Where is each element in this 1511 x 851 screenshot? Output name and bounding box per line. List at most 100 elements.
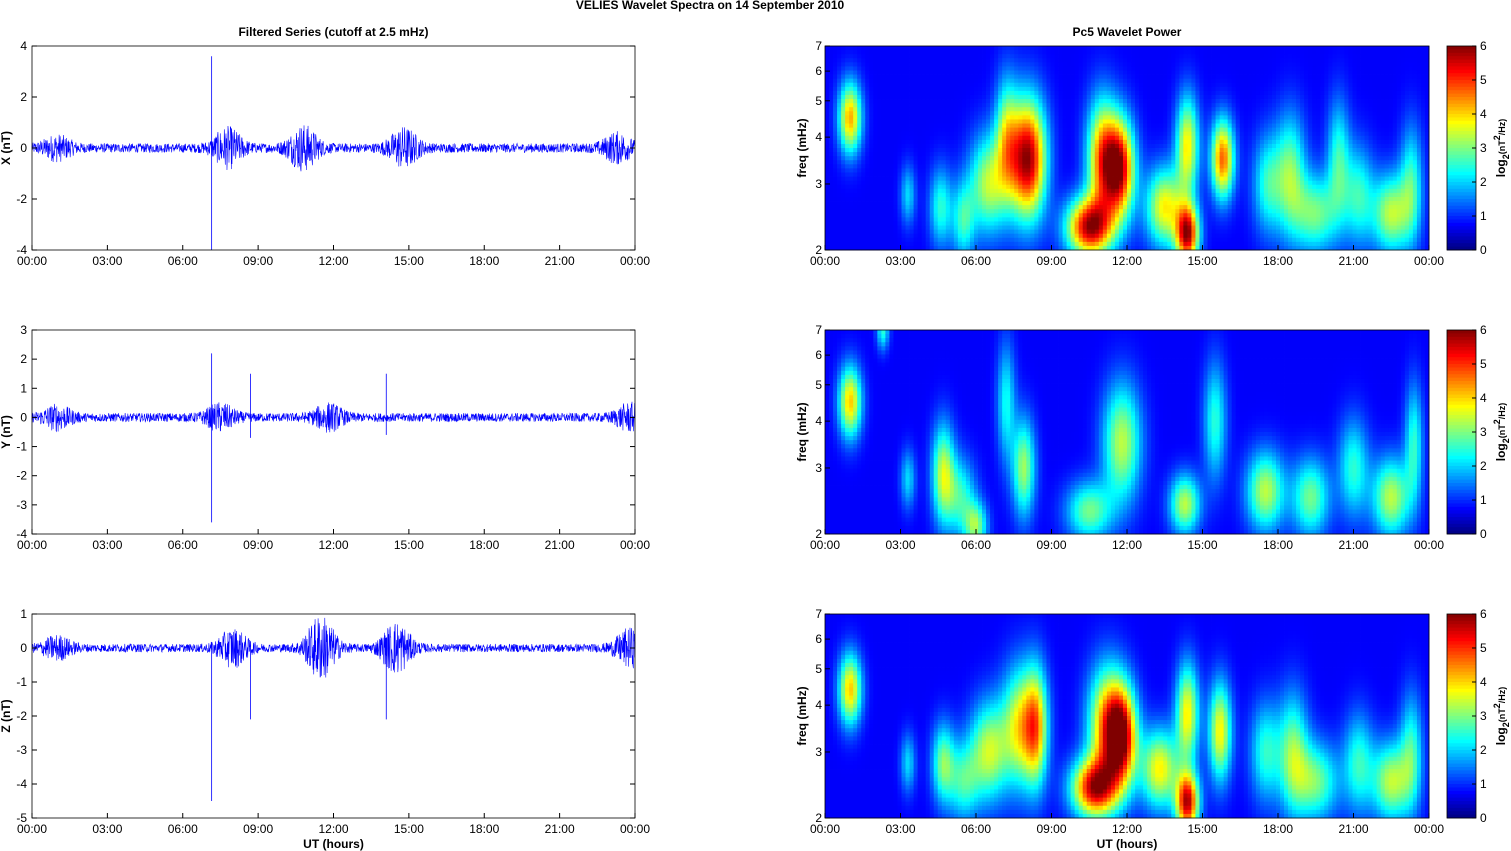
heatmap-cell: [1187, 131, 1192, 137]
heatmap-cell: [1203, 115, 1208, 120]
heatmap-cell: [998, 139, 1003, 145]
heatmap-cell: [1066, 46, 1072, 51]
heatmap-cell: [1038, 172, 1043, 177]
heatmap-cell: [909, 148, 914, 153]
heatmap-cell: [1110, 168, 1116, 173]
heatmap-cell: [877, 201, 882, 206]
heatmap-cell: [1171, 160, 1176, 165]
heatmap-cell: [865, 90, 870, 96]
heatmap-cell: [853, 143, 858, 149]
heatmap-cell: [953, 221, 959, 226]
heatmap-cell: [1127, 192, 1132, 198]
heatmap-cell: [1183, 188, 1188, 194]
heatmap-cell: [881, 233, 886, 239]
heatmap-cell: [1066, 74, 1072, 80]
heatmap-cell: [1066, 58, 1072, 63]
heatmap-cell: [1110, 50, 1116, 55]
heatmap-cell: [1114, 90, 1120, 96]
heatmap-cell: [1082, 127, 1088, 133]
heatmap-cell: [994, 127, 999, 133]
heatmap-cell: [913, 156, 919, 161]
heatmap-cell: [865, 160, 870, 165]
heatmap-cell: [978, 131, 983, 137]
heatmap-cell: [973, 160, 979, 165]
heatmap-cell: [1014, 74, 1019, 80]
heatmap-cell: [1042, 229, 1047, 235]
heatmap-cell: [825, 119, 830, 124]
heatmap-cell: [1030, 201, 1035, 206]
heatmap-cell: [1002, 233, 1007, 239]
heatmap-cell: [957, 180, 963, 186]
heatmap-cell: [881, 172, 886, 177]
heatmap-cell: [957, 172, 963, 177]
heatmap-cell: [1022, 180, 1027, 186]
heatmap-cell: [1175, 78, 1180, 84]
x-tick-label: 00:00: [17, 822, 47, 836]
heatmap-cell: [857, 90, 862, 96]
heatmap-cell: [861, 196, 866, 202]
heatmap-cell: [1163, 123, 1168, 128]
heatmap-cell: [857, 123, 862, 128]
heatmap-cell: [1151, 233, 1156, 239]
heatmap-cell: [1070, 217, 1076, 222]
heatmap-cell: [1167, 192, 1172, 198]
heatmap-cell: [1102, 74, 1108, 80]
heatmap-cell: [1159, 192, 1164, 198]
heatmap-cell: [1010, 111, 1015, 116]
heatmap-cell: [1131, 127, 1136, 133]
heatmap-cell: [1147, 74, 1152, 80]
heatmap-cell: [1010, 66, 1015, 71]
heatmap-cell: [1187, 58, 1192, 63]
heatmap-cell: [869, 209, 874, 214]
heatmap-cell: [897, 99, 902, 104]
heatmap-cell: [1062, 217, 1067, 222]
heatmap-cell: [1171, 148, 1176, 153]
heatmap-cell: [917, 205, 923, 210]
heatmap-cell: [869, 176, 874, 182]
heatmap-cell: [1066, 192, 1072, 198]
heatmap-cell: [825, 201, 830, 206]
heatmap-cell: [973, 66, 979, 71]
heatmap-cell: [1002, 66, 1007, 71]
heatmap-cell: [1082, 241, 1088, 247]
heatmap-cell: [1098, 86, 1104, 92]
heatmap-cell: [969, 74, 975, 80]
heatmap-cell: [1102, 188, 1108, 194]
heatmap-cell: [1082, 225, 1088, 230]
heatmap-cell: [873, 54, 878, 59]
heatmap-cell: [1030, 192, 1035, 198]
heatmap-cell: [1179, 164, 1184, 169]
heatmap-cell: [982, 168, 987, 173]
heatmap-cell: [1143, 164, 1148, 169]
heatmap-cell: [945, 131, 951, 137]
heatmap-cell: [1155, 90, 1160, 96]
heatmap-cell: [1199, 111, 1204, 116]
heatmap-cell: [1203, 107, 1208, 112]
heatmap-cell: [1122, 58, 1128, 63]
heatmap-cell: [1098, 115, 1104, 120]
heatmap-cell: [969, 196, 975, 202]
heatmap-cell: [1143, 176, 1148, 182]
heatmap-cell: [1131, 62, 1136, 67]
heatmap-cell: [937, 94, 943, 100]
heatmap-cell: [1114, 86, 1120, 92]
heatmap-cell: [865, 152, 870, 157]
heatmap-cell: [865, 111, 870, 116]
heatmap-cell: [1086, 62, 1092, 67]
heatmap-cell: [1195, 184, 1200, 190]
heatmap-cell: [937, 213, 943, 218]
heatmap-cell: [925, 66, 931, 71]
heatmap-cell: [1143, 82, 1148, 88]
heatmap-cell: [1062, 196, 1067, 202]
heatmap-cell: [945, 192, 951, 198]
heatmap-cell: [865, 192, 870, 198]
heatmap-cell: [1155, 70, 1160, 75]
heatmap-cell: [941, 192, 947, 198]
heatmap-cell: [965, 192, 971, 198]
heatmap-cell: [1187, 209, 1192, 214]
heatmap-cell: [901, 50, 906, 55]
heatmap-cell: [1066, 119, 1072, 124]
heatmap-cell: [982, 54, 987, 59]
heatmap-cell: [921, 50, 927, 55]
heatmap-cell: [1135, 217, 1140, 222]
